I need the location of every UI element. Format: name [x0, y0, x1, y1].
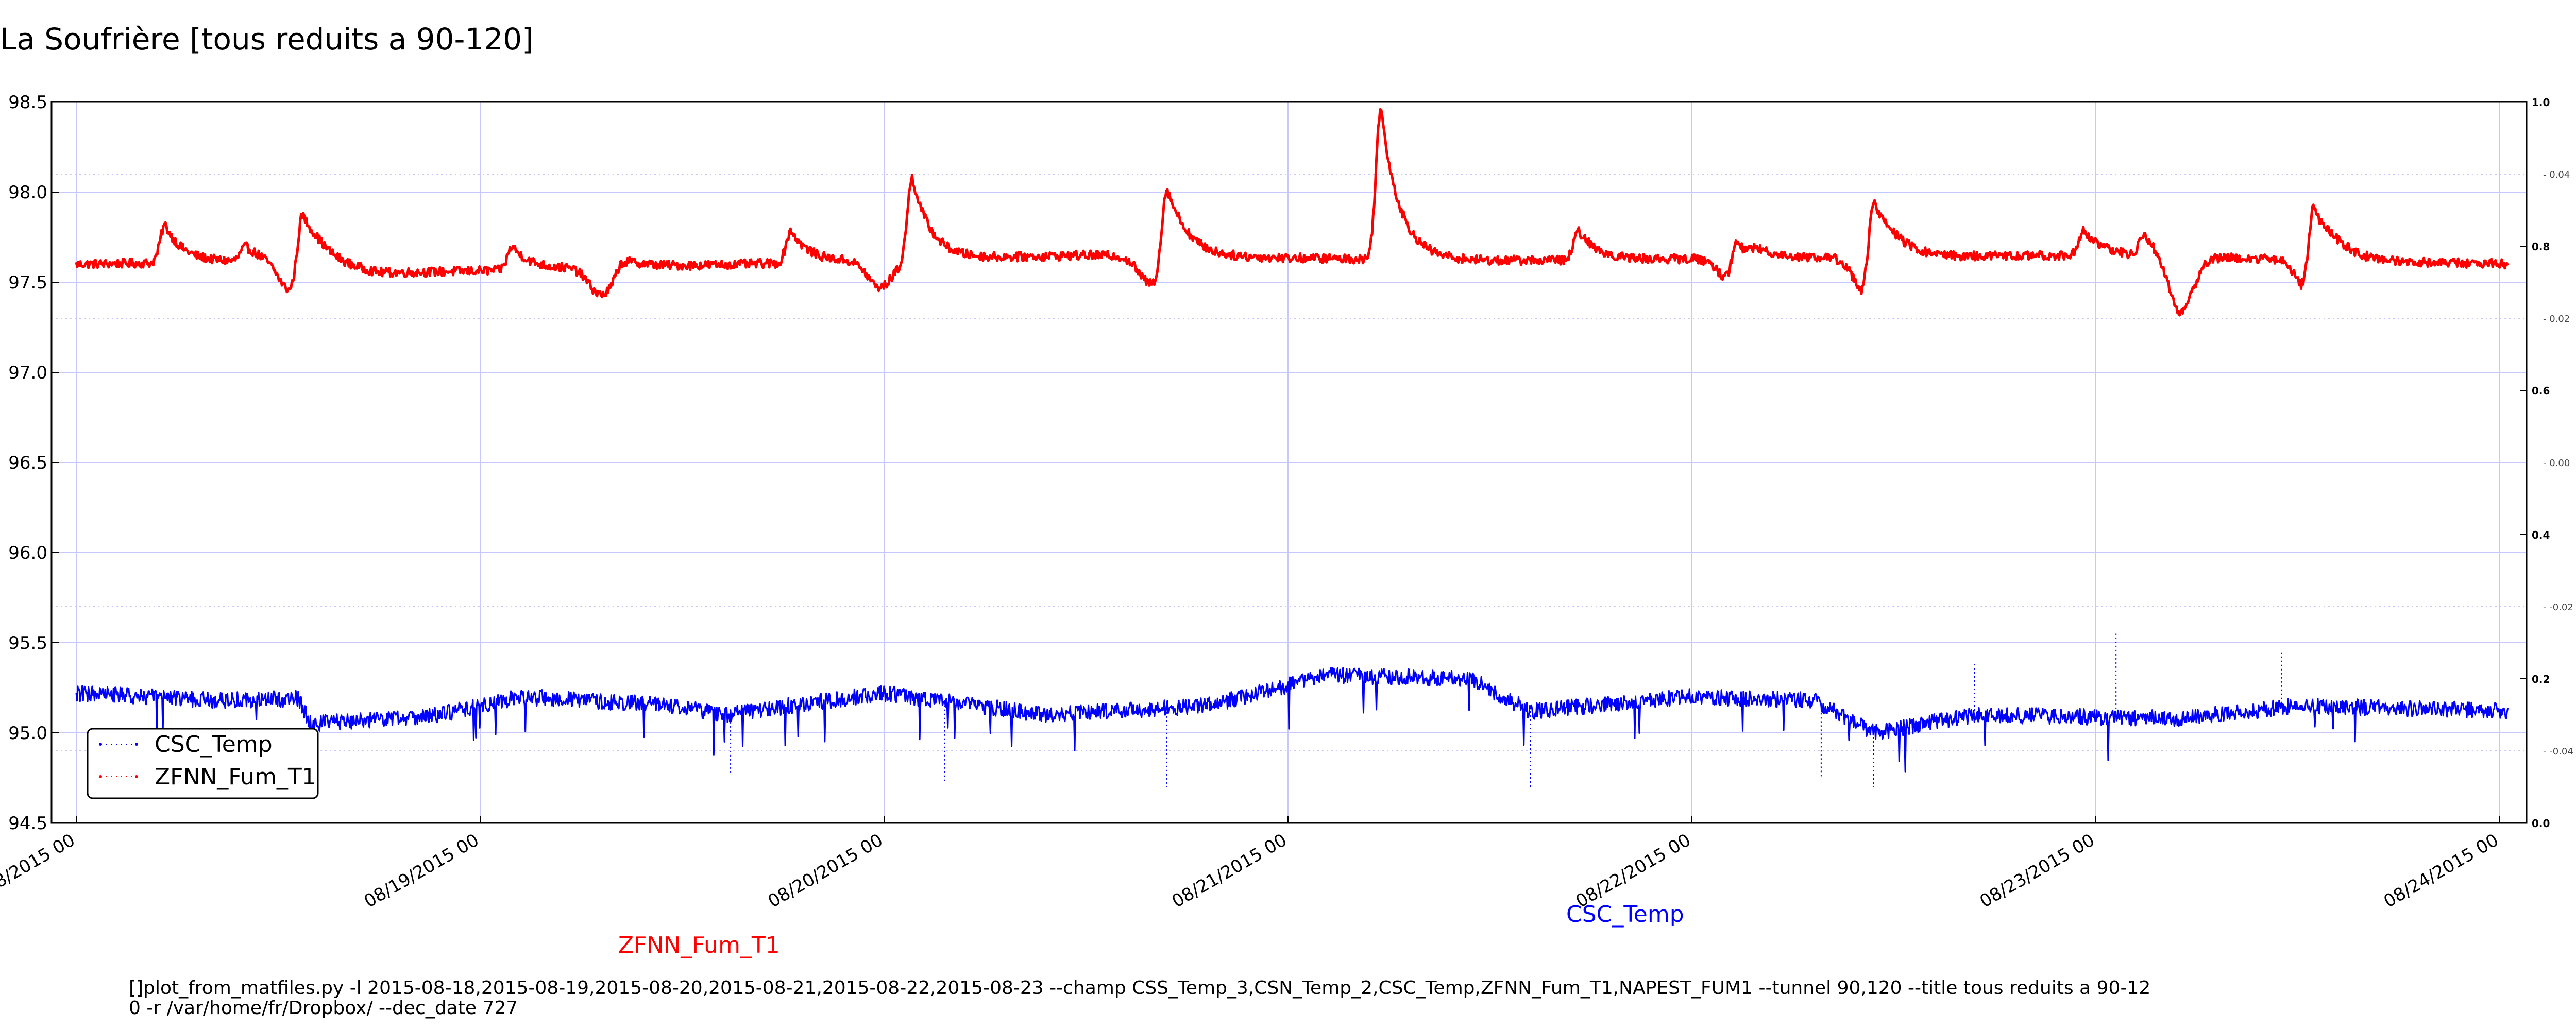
zfnn-fum-t1-caption: ZFNN_Fum_T1	[618, 932, 780, 958]
y-right-minor-label: - 0.00	[2543, 458, 2570, 469]
y-right-tick-label: 1.0	[2532, 96, 2550, 109]
y-right-tick-label: 0.6	[2532, 385, 2550, 397]
y-axis-right: 1.0 0.8 0.6 0.4 0.2 0.0 - 0.04 - 0.02 - 0.00 - -0…	[2520, 96, 2573, 830]
command-line-1: []plot_from_matfiles.py -l 2015-08-18,20…	[129, 977, 2150, 999]
command-line-2: 0 -r /var/home/fr/Dropbox/ --dec_date 72…	[129, 998, 518, 1019]
y-tick-label: 95.0	[8, 723, 47, 744]
legend-marker-zfnn	[99, 775, 102, 778]
y-right-tick-label: 0.0	[2532, 817, 2550, 830]
y-right-tick-label: 0.8	[2532, 241, 2550, 253]
csc-temp-line	[75, 666, 2509, 772]
zfnn-fum-t1-series	[75, 108, 2509, 317]
y-right-tick-label: 0.4	[2532, 529, 2550, 541]
csc-temp-caption: CSC_Temp	[1566, 901, 1684, 928]
y-right-minor-label: - 0.02	[2543, 314, 2570, 324]
legend-marker-zfnn-end	[135, 775, 138, 778]
legend-label-zfnn-fum-t1: ZFNN_Fum_T1	[155, 764, 316, 790]
y-tick-label: 96.0	[8, 543, 47, 563]
zfnn-fum-t1-line	[75, 108, 2509, 317]
legend-label-csc-temp: CSC_Temp	[155, 731, 273, 758]
legend-marker-csc-temp-end	[135, 743, 138, 746]
y-tick-label: 94.5	[8, 813, 47, 834]
y-tick-label: 95.5	[8, 633, 47, 654]
csc-temp-series	[75, 633, 2509, 787]
legend-marker-csc-temp	[99, 743, 102, 746]
y-tick-label: 98.5	[8, 92, 47, 113]
y-right-minor-label: - 0.04	[2543, 169, 2570, 180]
y-tick-label: 98.0	[8, 182, 47, 203]
chart-title: La Soufrière [tous reduits a 90-120]	[0, 22, 534, 57]
y-right-minor-label: - -0.02	[2543, 602, 2573, 613]
legend[interactable]: CSC_Temp ZFNN_Fum_T1	[87, 728, 319, 799]
y-tick-label: 97.5	[8, 272, 47, 293]
legend-box	[87, 728, 319, 799]
y-tick-label: 97.0	[8, 363, 47, 383]
y-axis-left: 98.5 98.0 97.5 97.0 96.5 96.0 95.5 95.0 94.5	[8, 92, 59, 834]
y-right-tick-label: 0.2	[2532, 673, 2550, 685]
y-tick-label: 96.5	[8, 453, 47, 473]
y-right-minor-label: - -0.04	[2543, 746, 2573, 757]
